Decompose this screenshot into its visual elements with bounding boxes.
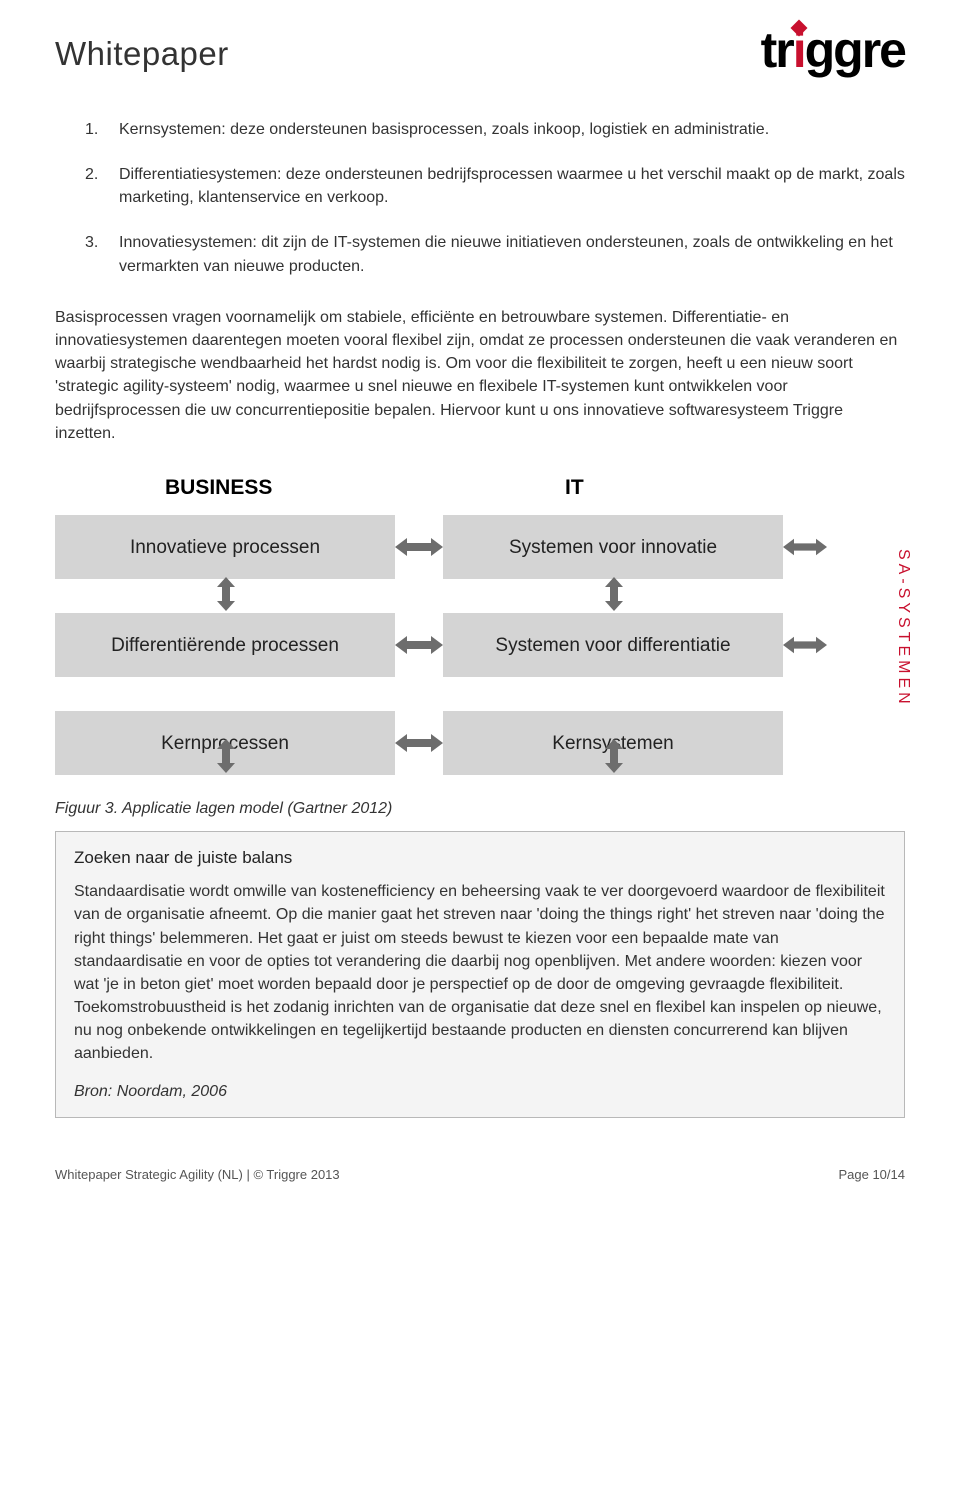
page-title: Whitepaper (55, 30, 229, 78)
double-arrow-h-icon (783, 536, 827, 558)
vertical-arrows-left (215, 577, 237, 773)
diagram-row: KernprocessenKernsystemen (55, 711, 905, 775)
list-item: Kernsystemen: deze ondersteunen basispro… (95, 118, 905, 141)
diagram-box-business: Innovatieve processen (55, 515, 395, 579)
double-arrow-h-icon (395, 536, 443, 558)
triggre-logo: triggre (761, 30, 905, 70)
logo-part-right: ggre (805, 22, 905, 78)
page-header: Whitepaper triggre (55, 30, 905, 78)
footer-right: Page 10/14 (838, 1166, 905, 1185)
diagram-row: Innovatieve processen Systemen voor innov… (55, 515, 905, 579)
diagram-header-business: BUSINESS (55, 473, 475, 503)
double-arrow-v-icon (603, 739, 625, 773)
numbered-list: Kernsystemen: deze ondersteunen basispro… (95, 118, 905, 278)
diagram-headers: BUSINESS IT (55, 473, 905, 503)
inset-body: Standaardisatie wordt omwille van kosten… (74, 880, 886, 1066)
sa-systemen-label: SA-SYSTEMEN (892, 549, 915, 708)
logo-part-left: tr (761, 22, 793, 78)
inset-title: Zoeken naar de juiste balans (74, 846, 886, 871)
diagram-header-it: IT (475, 473, 815, 503)
double-arrow-v-icon (215, 739, 237, 773)
figure-caption: Figuur 3. Applicatie lagen model (Gartne… (55, 797, 905, 820)
list-item: Differentiatiesystemen: deze ondersteune… (95, 163, 905, 209)
diagram-row: Differentiërende processenSystemen voor … (55, 613, 905, 677)
page-footer: Whitepaper Strategic Agility (NL) | © Tr… (55, 1166, 905, 1185)
double-arrow-h-icon (395, 732, 443, 754)
double-arrow-v-icon (603, 577, 625, 611)
double-arrow-v-icon (215, 577, 237, 611)
double-arrow-h-icon (783, 634, 827, 656)
footer-left: Whitepaper Strategic Agility (NL) | © Tr… (55, 1166, 340, 1185)
inset-box: Zoeken naar de juiste balans Standaardis… (55, 831, 905, 1118)
diagram-rows: Innovatieve processen Systemen voor innov… (55, 515, 905, 775)
vertical-arrows-right (603, 577, 625, 773)
application-layers-diagram: BUSINESS IT Innovatieve processen Systeme… (55, 473, 905, 775)
diagram-box-it: Systemen voor innovatie (443, 515, 783, 579)
body-paragraph: Basisprocessen vragen voornamelijk om st… (55, 306, 905, 445)
double-arrow-h-icon (395, 634, 443, 656)
logo-accent: i (793, 30, 805, 70)
inset-source: Bron: Noordam, 2006 (74, 1080, 886, 1103)
list-item: Innovatiesystemen: dit zijn de IT-system… (95, 231, 905, 277)
